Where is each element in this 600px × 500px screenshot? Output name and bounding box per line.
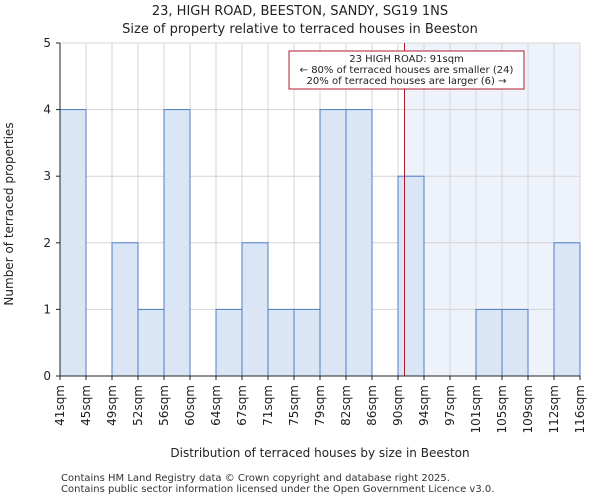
y-tick-label: 2 (43, 236, 51, 250)
footer-copyright: Contains HM Land Registry data © Crown c… (61, 473, 450, 484)
annotation-line-1: 23 HIGH ROAD: 91sqm (349, 54, 464, 65)
x-tick-label: 101sqm (469, 385, 483, 433)
x-tick-label: 79sqm (313, 385, 327, 426)
y-tick-label: 0 (43, 369, 51, 383)
y-tick-label: 3 (43, 169, 51, 183)
bar-75sqm (293, 308, 321, 377)
x-tick-label: 75sqm (287, 385, 301, 426)
x-tick-label: 52sqm (131, 385, 145, 426)
bar-112sqm (553, 242, 581, 377)
x-tick-label: 49sqm (105, 385, 119, 426)
y-tick-label: 4 (43, 103, 51, 117)
chart-title: 23, HIGH ROAD, BEESTON, SANDY, SG19 1NS (151, 4, 449, 19)
x-tick-label: 82sqm (339, 385, 353, 426)
bar-79sqm (319, 109, 347, 377)
bar-71sqm (267, 308, 295, 377)
x-tick-label: 41sqm (53, 385, 67, 426)
x-tick-label: 86sqm (365, 385, 379, 426)
x-tick-label: 105sqm (495, 385, 509, 433)
bar-90sqm (397, 175, 425, 377)
x-tick-label: 109sqm (521, 385, 535, 433)
bar-49sqm (111, 242, 139, 377)
x-tick-label: 71sqm (261, 385, 275, 426)
y-axis-label: Number of terraced properties (2, 122, 16, 305)
bar-101sqm (475, 308, 503, 377)
bar-41sqm (59, 109, 87, 377)
annotation-line-2: ← 80% of terraced houses are smaller (24… (300, 65, 514, 76)
x-tick-label: 112sqm (547, 385, 561, 433)
bar-52sqm (137, 308, 165, 377)
y-tick-label: 1 (43, 302, 51, 316)
annotation-line-3: 20% of terraced houses are larger (6) → (307, 76, 507, 87)
x-tick-label: 60sqm (183, 385, 197, 426)
bar-64sqm (215, 308, 243, 377)
bar-82sqm (345, 109, 373, 377)
bar-56sqm (163, 109, 191, 377)
x-tick-label: 97sqm (443, 385, 457, 426)
x-tick-label: 116sqm (573, 385, 587, 433)
chart-subtitle: Size of property relative to terraced ho… (122, 22, 478, 37)
x-tick-label: 64sqm (209, 385, 223, 426)
x-tick-label: 67sqm (235, 385, 249, 426)
bar-105sqm (501, 308, 529, 377)
x-tick-label: 45sqm (79, 385, 93, 426)
x-tick-label: 94sqm (417, 385, 431, 426)
x-tick-label: 90sqm (391, 385, 405, 426)
x-tick-label: 56sqm (157, 385, 171, 426)
annotation-box (288, 50, 525, 90)
y-tick-label: 5 (43, 36, 51, 50)
footer-licence: Contains public sector information licen… (61, 484, 495, 495)
x-axis-label: Distribution of terraced houses by size … (170, 446, 469, 460)
bar-67sqm (241, 242, 269, 377)
